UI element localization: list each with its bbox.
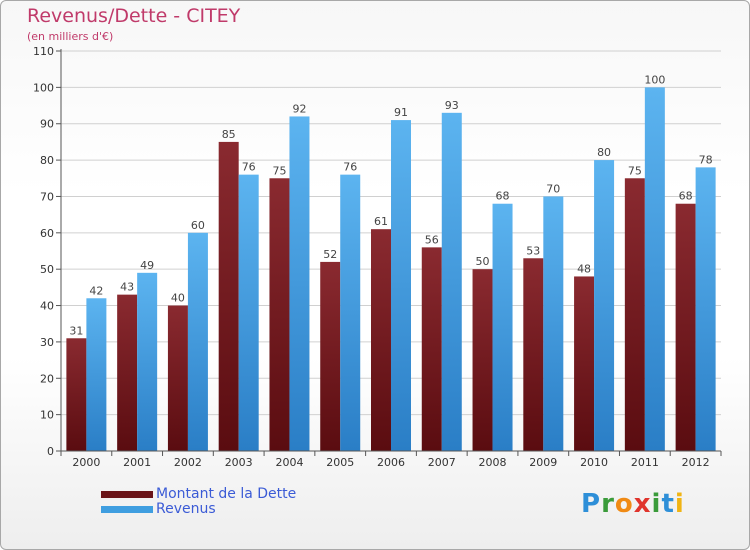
bar-label-revenue: 91 [394,106,408,119]
y-tick-label: 90 [40,118,54,131]
y-tick-label: 10 [40,409,54,422]
bar-debt [320,261,341,451]
legend-swatch-debt [101,491,153,498]
x-tick-label: 2000 [72,456,100,469]
bar-revenue [492,203,513,451]
proxiti-logo: Proxiti [581,489,685,519]
bar-label-revenue: 76 [242,161,256,174]
bar-label-debt: 31 [69,324,83,337]
x-tick-label: 2012 [682,456,710,469]
x-tick-label: 2011 [631,456,659,469]
x-tick-label: 2002 [174,456,202,469]
bar-revenue [137,272,158,451]
bars: 31 42 43 49 40 60 85 76 75 92 52 76 61 91 56 93 50 68 53 70… [66,73,716,452]
y-tick-label: 40 [40,300,54,313]
bar-debt [117,294,138,451]
bar-label-debt: 75 [628,164,642,177]
y-tick-label: 70 [40,190,54,203]
bar-debt [218,141,239,451]
bar-label-revenue: 70 [546,182,560,195]
legend-label-revenue: Revenus [156,501,216,517]
legend-label-debt: Montant de la Dette [156,486,297,502]
y-tick-label: 30 [40,336,54,349]
y-tick-label: 100 [33,81,54,94]
x-tick-label: 2010 [580,456,608,469]
bar-debt [472,269,493,451]
logo-letter: i [674,489,685,519]
bar-revenue [391,120,411,451]
bar-label-debt: 48 [577,262,591,275]
bar-label-debt: 61 [374,215,388,228]
bar-label-revenue: 100 [644,73,665,86]
bar-label-debt: 85 [222,128,236,141]
bar-label-revenue: 92 [292,102,306,115]
bar-revenue [289,116,310,452]
bar-debt [167,305,188,451]
bar-revenue [86,298,107,451]
bar-label-revenue: 93 [445,99,459,112]
bar-label-debt: 40 [171,292,185,305]
bar-revenue [340,174,361,452]
legend-swatch-revenue [101,506,153,513]
bar-debt [421,247,442,451]
x-tick-label: 2004 [275,456,303,469]
chart-title: Revenus/Dette - CITEY [27,5,241,27]
bar-label-revenue: 42 [89,284,103,297]
bar-label-revenue: 78 [699,153,713,166]
x-tick-label: 2009 [529,456,557,469]
x-tick-label: 2007 [428,456,456,469]
bar-debt [523,258,544,451]
bar-revenue [543,196,564,451]
bar-revenue [644,87,665,451]
bar-revenue [695,167,716,451]
chart-subtitle: (en milliers d'€) [27,30,114,43]
y-tick-label: 110 [33,45,54,58]
bar-revenue [594,160,615,451]
logo-letter: t [661,489,675,519]
y-tick-label: 50 [40,263,54,276]
logo-letter: i [651,489,662,519]
bar-label-revenue: 68 [496,190,510,203]
bar-label-debt: 75 [272,164,286,177]
bar-label-debt: 56 [425,233,439,246]
bar-revenue [441,112,462,452]
x-tick-label: 2003 [225,456,253,469]
bar-label-debt: 43 [120,281,134,294]
x-tick-label: 2008 [479,456,507,469]
y-tick-label: 0 [47,445,54,458]
y-tick-label: 80 [40,154,54,167]
logo-letter: P [581,489,602,519]
bar-debt [371,229,391,451]
logo-letter: o [614,489,634,519]
bar-label-debt: 53 [526,244,540,257]
x-tick-label: 2001 [123,456,151,469]
bar-debt [574,276,595,451]
bar-label-debt: 68 [679,190,693,203]
bar-label-debt: 52 [323,248,337,261]
logo-letter: r [601,489,615,519]
bar-debt [624,178,645,452]
bar-label-revenue: 60 [191,219,205,232]
bar-debt [675,203,696,451]
bar-label-revenue: 80 [597,146,611,159]
bar-label-revenue: 49 [140,259,154,272]
x-tick-label: 2006 [377,456,405,469]
bar-debt [269,178,290,452]
logo-letter: x [633,489,652,519]
x-tick-label: 2005 [326,456,354,469]
bar-revenue [187,232,208,451]
bar-label-debt: 50 [476,255,490,268]
bar-revenue [238,174,259,452]
bar-debt [66,338,87,451]
y-tick-label: 60 [40,227,54,240]
axes: 0 10 20 30 40 50 60 70 80 90 100 110 2000 2001 2002 200… [33,45,722,469]
bar-label-revenue: 76 [343,161,357,174]
y-tick-label: 20 [40,372,54,385]
